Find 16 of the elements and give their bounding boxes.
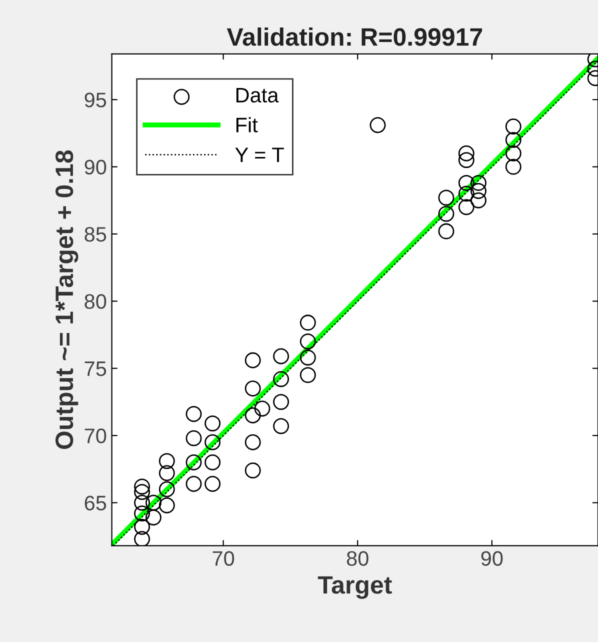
y-tick-label: 95 bbox=[84, 92, 106, 108]
y-tick-label: 90 bbox=[84, 160, 106, 175]
y-axis-title: Output ~= 1*Target + 0.18 bbox=[55, 150, 78, 449]
x-axis-title: Target bbox=[318, 576, 392, 599]
y-tick-label: 80 bbox=[84, 294, 106, 309]
y-tick-label: 65 bbox=[84, 496, 106, 510]
x-tick-label: 90 bbox=[481, 551, 503, 566]
x-tick-label: 80 bbox=[346, 551, 368, 566]
legend-label: Fit bbox=[236, 117, 258, 132]
legend-label: Y = T bbox=[235, 148, 284, 162]
y-tick-label: 85 bbox=[84, 226, 106, 242]
legend-label: Data bbox=[236, 88, 279, 103]
y-tick-label: 70 bbox=[84, 428, 106, 444]
y-tick-label: 75 bbox=[84, 362, 106, 376]
x-tick-label: 70 bbox=[212, 551, 234, 566]
chart-title: Validation: R=0.99917 bbox=[226, 27, 482, 46]
